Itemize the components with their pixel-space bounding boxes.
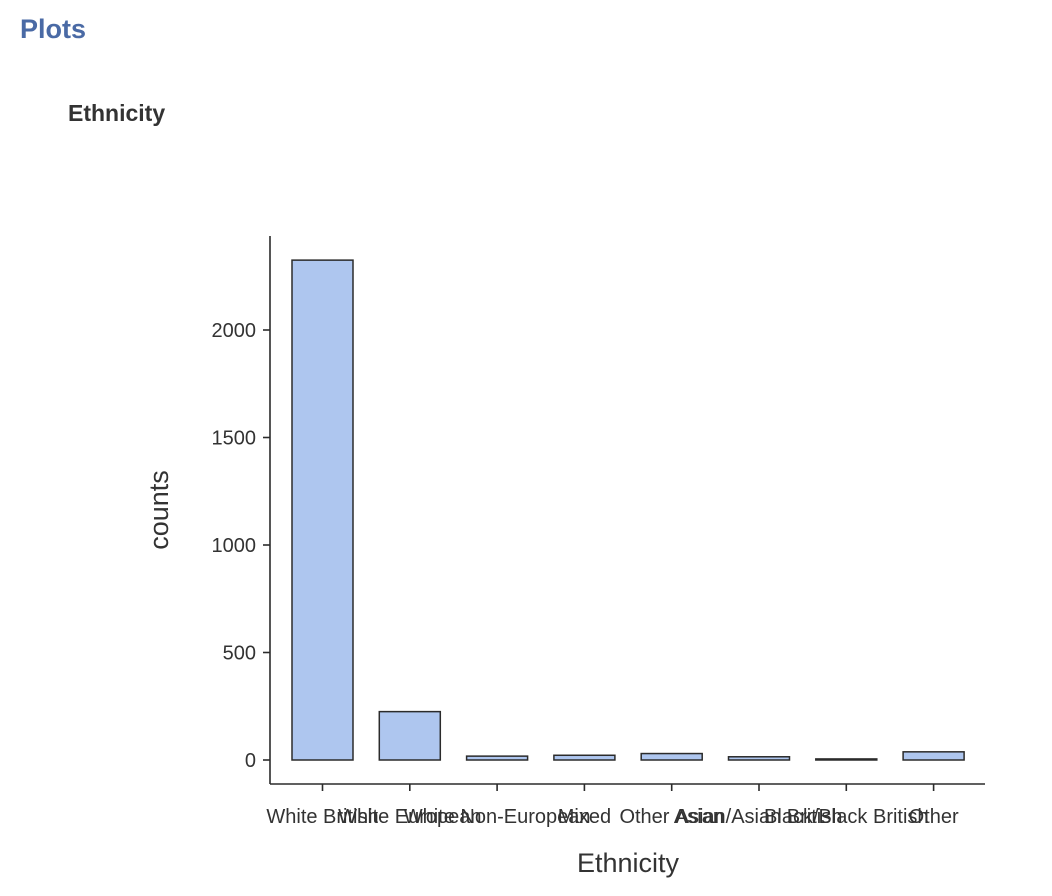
y-tick-label-3: 1500 [212,428,257,450]
y-axis-title: counts [144,470,174,550]
x-tick-label-2: White Non-European [404,806,591,828]
y-tick-label-2: 1000 [212,535,257,557]
x-tick-label-4: Other Asian [619,806,724,828]
bar-2 [465,755,529,761]
y-tick-label-1: 500 [223,643,256,665]
x-tick-label-7: Other [909,806,959,828]
x-axis-title: Ethnicity [577,848,680,878]
x-tick-label-6: Black/Black British [764,806,929,828]
bar-4 [640,752,703,761]
bar-1 [378,710,442,761]
bar-7 [902,751,965,761]
y-tick-label-4: 2000 [212,320,257,342]
x-tick-label-0: White British [266,806,378,828]
y-tick-label-0: 0 [245,750,256,772]
chart-title: Ethnicity [68,100,166,126]
bar-3 [553,754,616,761]
bar-0 [291,259,354,761]
panel-title: Plots [20,14,87,44]
bars-group [291,259,965,761]
bar-5 [727,756,791,761]
x-tick-label-1: White European [338,806,481,828]
bar-6 [815,758,878,761]
y-axis: 0 500 1000 1500 2000 [212,236,271,784]
x-tick-label-5: Asian/Asian British [676,806,843,828]
x-tick-label-3: Mixed [558,806,611,828]
